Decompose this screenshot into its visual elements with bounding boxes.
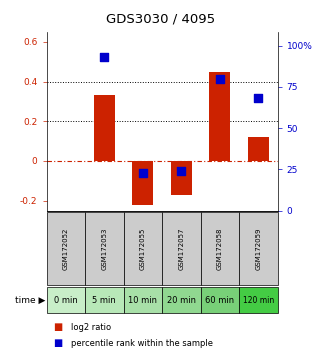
Bar xyxy=(132,161,153,205)
Text: GSM172059: GSM172059 xyxy=(256,227,261,270)
Text: 10 min: 10 min xyxy=(128,296,157,304)
Text: 20 min: 20 min xyxy=(167,296,196,304)
Text: 120 min: 120 min xyxy=(243,296,274,304)
Text: GSM172055: GSM172055 xyxy=(140,228,146,270)
Text: GSM172052: GSM172052 xyxy=(63,228,69,270)
Text: GSM172053: GSM172053 xyxy=(101,227,107,270)
Text: GSM172058: GSM172058 xyxy=(217,227,223,270)
Bar xyxy=(209,72,230,161)
Text: percentile rank within the sample: percentile rank within the sample xyxy=(71,339,213,348)
Bar xyxy=(171,161,192,195)
Point xyxy=(140,170,145,176)
Point xyxy=(179,168,184,174)
Bar xyxy=(94,96,115,161)
Text: 5 min: 5 min xyxy=(92,296,116,304)
Text: log2 ratio: log2 ratio xyxy=(71,323,111,332)
Text: ■: ■ xyxy=(53,338,62,348)
Text: GSM172057: GSM172057 xyxy=(178,227,184,270)
Point xyxy=(256,96,261,101)
Point xyxy=(102,54,107,60)
Text: time ▶: time ▶ xyxy=(14,296,45,304)
Text: ■: ■ xyxy=(53,322,62,332)
Text: GDS3030 / 4095: GDS3030 / 4095 xyxy=(106,12,215,25)
Text: 60 min: 60 min xyxy=(205,296,234,304)
Point xyxy=(217,76,222,81)
Bar xyxy=(248,137,269,161)
Text: 0 min: 0 min xyxy=(54,296,78,304)
